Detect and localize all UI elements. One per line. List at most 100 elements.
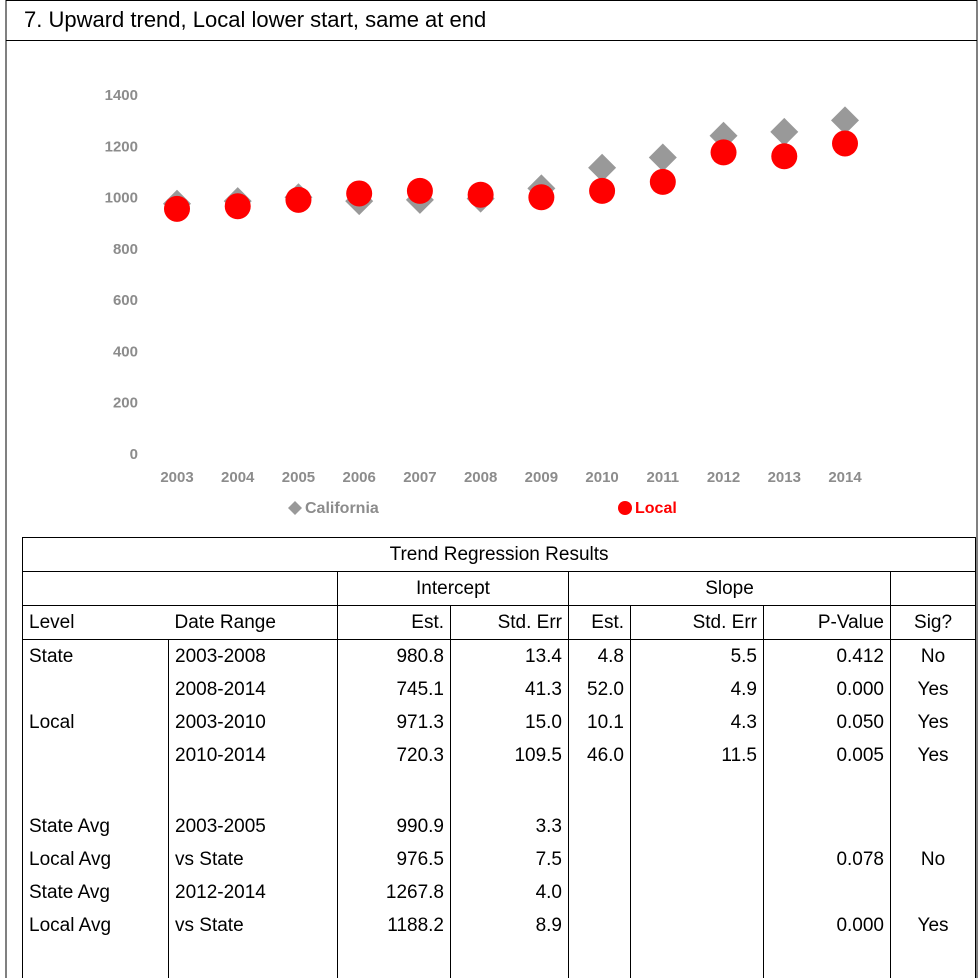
cell: Local Avg (22, 843, 169, 876)
point (589, 177, 616, 204)
table-row: Local Avg vs State 1188.2 8.9 0.000 Yes (22, 909, 977, 942)
cell: 0.078 (763, 843, 891, 876)
y-tick-label: 1000 (105, 190, 138, 207)
cell (630, 909, 764, 942)
cell: 0.050 (763, 706, 891, 739)
table-row: State 2003-2008 980.8 13.4 4.8 5.5 0.412 No (22, 639, 977, 673)
cell (568, 772, 631, 810)
point (710, 139, 737, 166)
x-tick-label: 2014 (828, 469, 862, 486)
table-row: State Avg 2003-2005 990.9 3.3 (22, 810, 977, 843)
x-tick-label: 2007 (403, 469, 436, 486)
point (832, 130, 858, 157)
cell: Local Avg (22, 909, 169, 942)
legend-marker (288, 501, 302, 515)
cell: 8.9 (450, 909, 569, 942)
cell: 0.005 (763, 739, 891, 772)
x-tick-label: 2009 (525, 469, 558, 486)
cell: 1188.2 (337, 909, 451, 942)
cell: vs State (168, 909, 338, 942)
y-tick-label: 800 (113, 241, 138, 258)
point (649, 168, 676, 195)
cell (568, 843, 631, 876)
cell (168, 772, 338, 810)
x-tick-label: 2012 (707, 469, 740, 486)
column-header: Date Range (168, 605, 338, 640)
group-header: Slope (568, 571, 891, 606)
point (164, 195, 190, 222)
y-tick-label: 400 (113, 343, 138, 360)
cell: 1267.8 (337, 876, 451, 909)
cell (630, 876, 764, 909)
cell (630, 810, 764, 843)
cell: Yes (889, 706, 977, 739)
cell: 2008-2014 (168, 673, 338, 706)
cell: 46.0 (568, 739, 631, 772)
cell: State Avg (22, 876, 169, 909)
cell (630, 772, 764, 810)
x-tick-label: 2008 (464, 469, 497, 486)
table-row: Local Avg vs State 976.5 7.5 0.078 No (22, 843, 977, 876)
cell: No (889, 843, 977, 876)
cell: 990.9 (337, 810, 451, 843)
column-header: P-Value (763, 605, 891, 640)
column-header: Est. (568, 605, 631, 640)
y-tick-label: 200 (113, 395, 138, 412)
cell: 2003-2010 (168, 706, 338, 739)
table-row: State Avg 2012-2014 1267.8 4.0 (22, 876, 977, 909)
cell: Local (22, 706, 169, 739)
point (771, 143, 798, 170)
point (346, 180, 373, 207)
column-header: Std. Err (630, 605, 764, 640)
cell (568, 876, 631, 909)
cell (22, 673, 169, 706)
cell (168, 942, 338, 978)
cell: Yes (889, 909, 977, 942)
cell (450, 942, 569, 978)
cell: Yes (889, 739, 977, 772)
cell: No (889, 639, 977, 673)
cell: vs State (168, 843, 338, 876)
cell: 4.0 (450, 876, 569, 909)
results-table: Trend Regression Results Intercept Slope … (21, 537, 977, 978)
cell: State (22, 639, 169, 673)
cell (450, 772, 569, 810)
cell: 2003-2008 (168, 639, 338, 673)
cell (337, 772, 451, 810)
cell: 2012-2014 (168, 876, 338, 909)
group-header: Intercept (337, 571, 569, 606)
table-row: 2008-2014 745.1 41.3 52.0 4.9 0.000 Yes (22, 673, 977, 706)
cell: Yes (889, 673, 977, 706)
column-header: Sig? (889, 605, 977, 640)
cell: 2010-2014 (168, 739, 338, 772)
legend-label: Local (635, 500, 677, 517)
spacer-row (22, 772, 977, 810)
point (528, 184, 555, 211)
cell: 720.3 (337, 739, 451, 772)
x-tick-label: 2004 (221, 469, 255, 486)
cell (568, 942, 631, 978)
cell: 13.4 (450, 639, 569, 673)
point (770, 117, 799, 146)
cell (630, 843, 764, 876)
cell (763, 810, 891, 843)
cell: 976.5 (337, 843, 451, 876)
x-tick-label: 2013 (768, 469, 801, 486)
x-tick-label: 2005 (282, 469, 315, 486)
y-tick-label: 1400 (105, 87, 138, 104)
x-tick-label: 2003 (160, 469, 193, 486)
cell (889, 810, 977, 843)
cell: 0.412 (763, 639, 891, 673)
point (285, 186, 312, 213)
cell (763, 772, 891, 810)
cell (568, 909, 631, 942)
y-tick-label: 600 (113, 292, 138, 309)
cell: 7.5 (450, 843, 569, 876)
table-row: Local 2003-2010 971.3 15.0 10.1 4.3 0.050 Yes (22, 706, 977, 739)
point (467, 181, 494, 208)
cell: 10.1 (568, 706, 631, 739)
cell: State Avg (22, 810, 169, 843)
cell (763, 876, 891, 909)
